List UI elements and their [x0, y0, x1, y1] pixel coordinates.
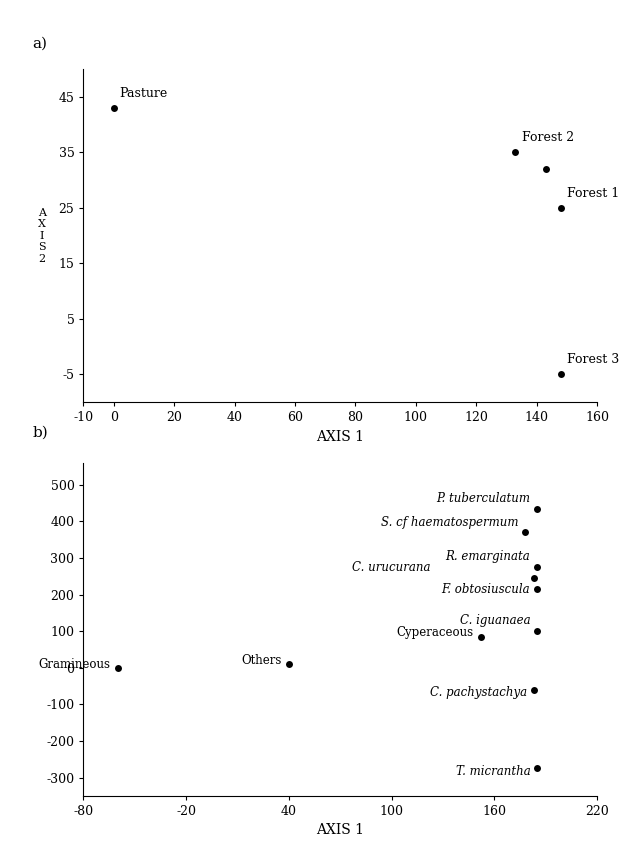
X-axis label: AXIS 1: AXIS 1 [317, 823, 364, 837]
Text: Forest 3: Forest 3 [567, 353, 619, 366]
Text: P. tuberculatum: P. tuberculatum [437, 492, 530, 505]
Text: Cyperaceous: Cyperaceous [397, 626, 474, 639]
Text: Gramineous: Gramineous [39, 657, 111, 670]
Text: C. urucurana: C. urucurana [352, 561, 431, 574]
Text: R. emarginata: R. emarginata [446, 550, 530, 563]
Text: S. cf haematospermum: S. cf haematospermum [381, 516, 518, 529]
Y-axis label: A
X
I
S
2: A X I S 2 [38, 208, 46, 264]
Text: a): a) [32, 36, 47, 50]
Text: Others: Others [241, 654, 282, 667]
Text: T. micrantha: T. micrantha [456, 765, 530, 778]
Text: C. pachystachya: C. pachystachya [429, 686, 527, 699]
Text: Forest 1: Forest 1 [567, 187, 619, 200]
Text: C. iguanaea: C. iguanaea [460, 614, 530, 627]
Text: Forest 2: Forest 2 [521, 131, 574, 144]
Text: F. obtosiuscula: F. obtosiuscula [442, 583, 530, 596]
Text: b): b) [32, 426, 48, 439]
X-axis label: AXIS 1: AXIS 1 [317, 430, 364, 444]
Text: Pasture: Pasture [119, 86, 168, 99]
